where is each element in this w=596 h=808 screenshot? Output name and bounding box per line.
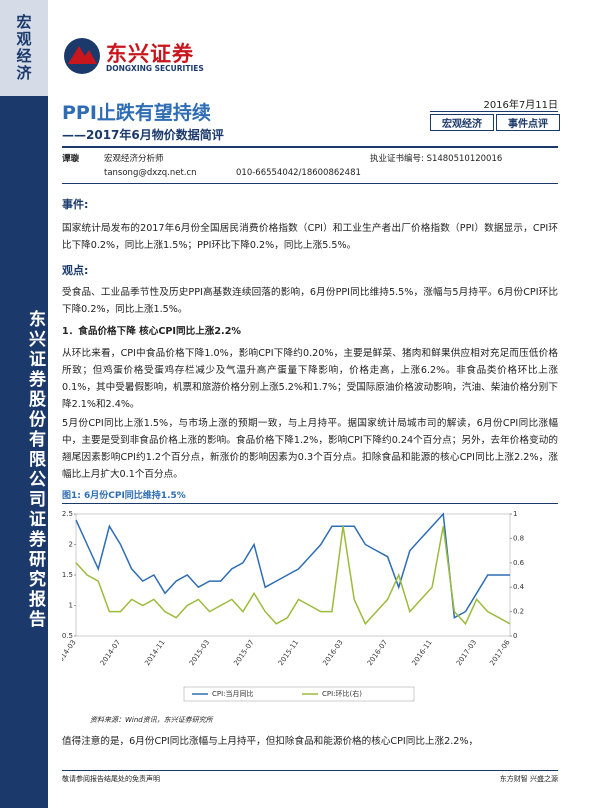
- rule: [62, 503, 558, 504]
- rule: [62, 146, 558, 148]
- logo-cn: 东兴证券: [106, 42, 194, 66]
- subtitle: ——2017年6月物价数据简评: [62, 128, 224, 142]
- y2-tick-label: 0.2: [513, 608, 524, 616]
- y2-tick-label: 0.6: [513, 559, 525, 567]
- x-tick-label: 2016-07: [366, 639, 389, 668]
- analyst-role: 宏观经济分析师: [104, 154, 164, 164]
- x-tick-label: 2016-11: [410, 639, 433, 668]
- x-tick-label: 2014-03: [62, 639, 78, 668]
- title: PPI止跌有望持续: [62, 102, 211, 124]
- legend-frame: [183, 686, 415, 702]
- x-tick-label: 2017-06: [488, 638, 512, 667]
- paragraph: 值得注意的是，6月份CPI同比涨幅与上月持平，但扣除食品和能源价格的核心CPI同…: [62, 736, 479, 747]
- x-tick-label: 2015-03: [188, 639, 211, 668]
- footer-right: 东方财智 兴盛之源: [499, 775, 558, 783]
- y2-tick-label: 0.4: [513, 583, 525, 591]
- series-line: [75, 512, 510, 619]
- x-tick-label: 2017-03: [455, 639, 478, 668]
- y-tick-label: 1: [69, 602, 73, 610]
- y-tick-label: 2.5: [62, 510, 73, 518]
- x-tick-label: 2015-07: [232, 639, 255, 668]
- analyst-phone: 010-66554042/18600862481: [236, 168, 361, 178]
- analyst-license: 执业证书编号: S1480510120016: [370, 154, 503, 164]
- date: 2016年7月11日: [430, 96, 558, 112]
- legend-label: CPI:当月同比: [212, 689, 254, 698]
- analyst-email: tansong@dxzq.net.cn: [104, 168, 197, 178]
- chart: 0.5 1 1.5 2 2.5 0 0.2 0.4 0.6 0.8 1 2014-03 2014-07 2…: [62, 510, 525, 702]
- paragraph: 受食品、工业品季节性及历史PPI高基数连续回落的影响，6月份PPI同比维持5.5…: [62, 287, 558, 315]
- heading: 事件:: [62, 198, 89, 211]
- y-tick-label: 1.5: [62, 571, 73, 579]
- heading: 观点:: [62, 264, 89, 277]
- sidebar-company: 东兴证券股份有限公司证券研究报告: [0, 96, 48, 808]
- paragraph: 5月份CPI同比上涨1.5%，与市场上涨的预期一致，与上月持平。据国家统计局城市…: [62, 418, 558, 480]
- tag: 事件点评: [496, 114, 560, 131]
- y-tick-label: 0.5: [62, 632, 73, 640]
- sidebar-category: 宏观经济: [0, 0, 48, 96]
- figure-title: 图1: 6月份CPI同比维持1.5%: [62, 491, 186, 501]
- logo-icon: [64, 38, 100, 74]
- x-tick-label: 2016-03: [321, 639, 344, 668]
- heading: 1．食品价格下降 核心CPI同比上涨2.2%: [62, 326, 241, 337]
- y2-tick-label: 0: [513, 632, 517, 640]
- y-tick-label: 2: [69, 541, 73, 549]
- analyst-name: 谭璇: [62, 154, 80, 164]
- series-line: [75, 526, 511, 626]
- footer-left: 敬请参阅报告结尾处的免责声明: [62, 775, 160, 783]
- rule: [62, 770, 558, 771]
- paragraph: 国家统计局发布的2017年6月份全国居民消费价格指数（CPI）和工业生产者出厂价…: [62, 223, 558, 251]
- x-tick-label: 2014-07: [99, 639, 122, 668]
- y2-tick-label: 1: [513, 510, 517, 518]
- x-tick-label: 2015-11: [277, 639, 300, 668]
- paragraph: 从环比来看，CPI中食品价格下降1.0%，影响CPI下降约0.20%，主要是鲜菜…: [62, 348, 558, 410]
- legend-label: CPI:环比(右): [322, 689, 362, 698]
- logo-en: DONGXING SECURITIES: [106, 64, 204, 73]
- y2-tick-label: 0.8: [513, 534, 524, 542]
- source: 资料来源：Wind资讯，东兴证券研究所: [90, 716, 213, 724]
- x-tick-label: 2014-11: [143, 639, 166, 668]
- tag: 宏观经济: [430, 114, 494, 131]
- rule: [62, 183, 558, 184]
